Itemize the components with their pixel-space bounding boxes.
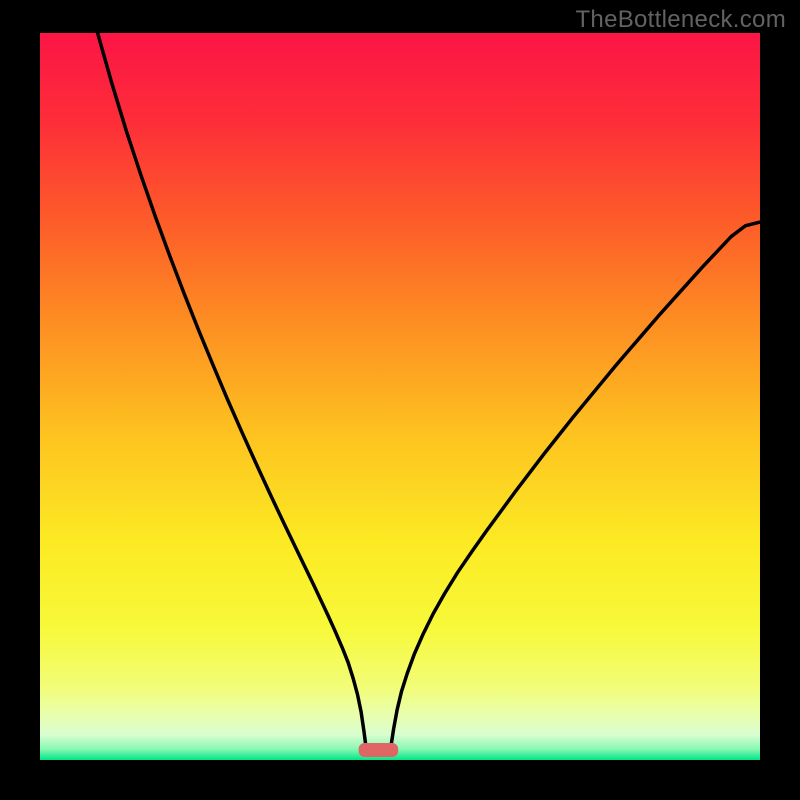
watermark-text: TheBottleneck.com	[575, 6, 786, 34]
chart-frame: TheBottleneck.com	[0, 0, 800, 800]
chart-svg	[0, 0, 800, 800]
